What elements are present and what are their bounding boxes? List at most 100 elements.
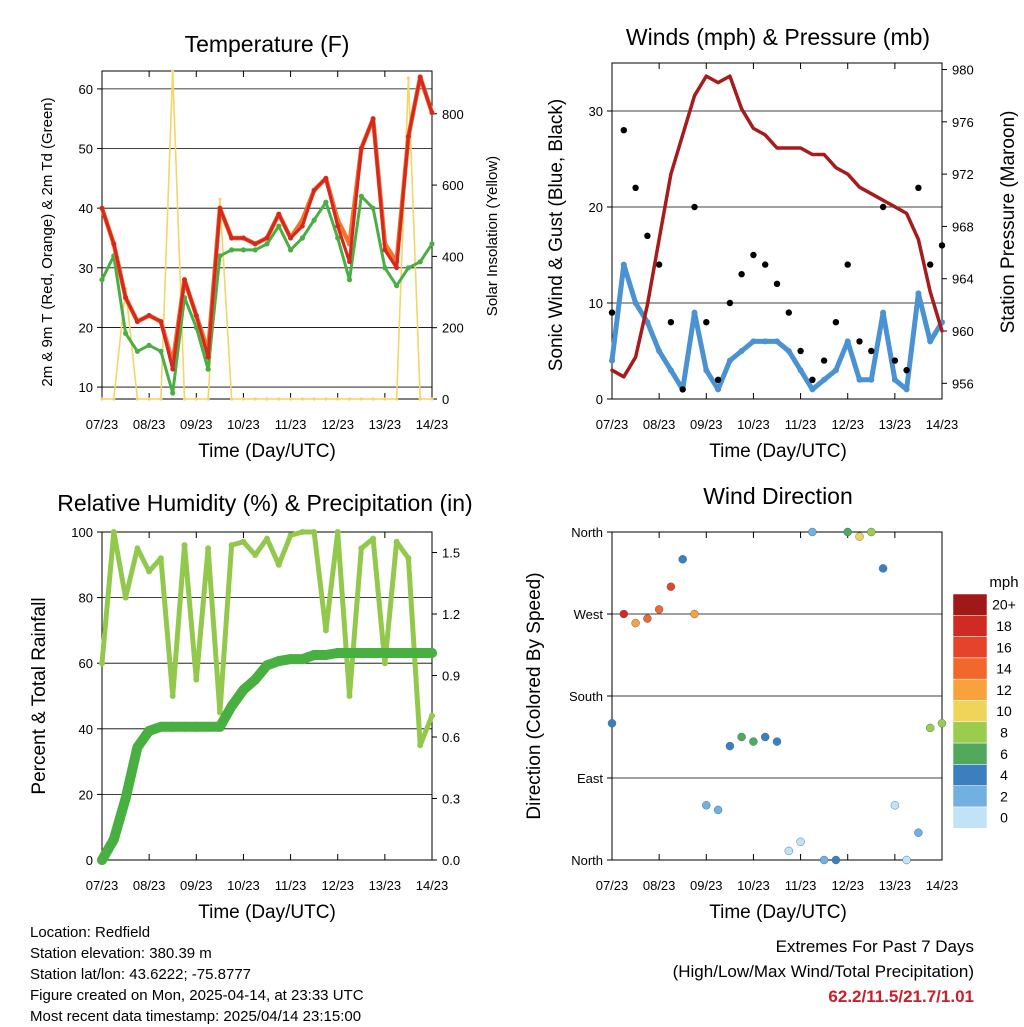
legend-swatch bbox=[952, 700, 988, 723]
legend-swatch bbox=[952, 806, 988, 829]
gust-point bbox=[927, 261, 934, 268]
dewpoint-2m-point bbox=[146, 342, 152, 348]
humidity-y-tick-label: 40 bbox=[79, 722, 93, 737]
wind-direction-point bbox=[643, 614, 652, 623]
relative-humidity-point bbox=[370, 535, 377, 542]
temperature-2m-point bbox=[182, 277, 187, 283]
temperature-2m-point bbox=[394, 265, 399, 271]
relative-humidity-point bbox=[240, 538, 247, 545]
total-precipitation-point bbox=[391, 648, 402, 658]
solar-insolation-point bbox=[218, 197, 222, 201]
winds-x-tick-label: 08/23 bbox=[643, 417, 676, 432]
sonic-wind-point bbox=[644, 319, 651, 326]
sonic-wind-point bbox=[844, 338, 851, 345]
total-precipitation-point bbox=[427, 648, 437, 658]
legend-swatch bbox=[952, 764, 988, 786]
direction-y-tick-label: North bbox=[571, 853, 603, 868]
temperature-2m-point bbox=[406, 134, 411, 140]
dewpoint-2m-point bbox=[240, 247, 246, 253]
solar-insolation-point bbox=[418, 397, 422, 401]
temperature-2m-point bbox=[417, 74, 423, 80]
sonic-wind-point bbox=[880, 309, 887, 316]
legend-swatch bbox=[952, 636, 988, 659]
relative-humidity-point bbox=[181, 542, 188, 549]
station-location: Location: Redfield bbox=[30, 924, 151, 941]
temperature-2m-point bbox=[335, 223, 341, 229]
winds-y2-tick-label: 960 bbox=[952, 324, 974, 339]
relative-humidity-point bbox=[346, 693, 353, 699]
relative-humidity-point bbox=[122, 594, 129, 601]
relative-humidity-point bbox=[311, 529, 318, 535]
humidity-y2-tick-label: 0.0 bbox=[442, 853, 460, 868]
temperature-right-axis-label: Solar Insolation (Yellow) bbox=[484, 156, 501, 316]
solar-insolation-point bbox=[371, 397, 375, 401]
solar-insolation-point bbox=[359, 397, 363, 401]
sonic-wind-point bbox=[691, 309, 698, 316]
solar-insolation-point bbox=[430, 397, 434, 401]
temperature-2m-point bbox=[217, 205, 223, 211]
winds-x-tick-label: 07/23 bbox=[596, 417, 629, 432]
winds-right-axis-label: Station Pressure (Maroon) bbox=[998, 111, 1019, 334]
total-precipitation-point bbox=[155, 721, 166, 732]
humidity-x-axis-label: Time (Day/UTC) bbox=[198, 902, 336, 923]
winds-left-axis-label: Sonic Wind & Gust (Blue, Black) bbox=[546, 99, 567, 371]
direction-y-tick-label: South bbox=[569, 689, 603, 704]
winds-y-tick-label: 20 bbox=[589, 200, 603, 215]
humidity-title: Relative Humidity (%) & Precipitation (i… bbox=[57, 490, 472, 516]
wind-direction-point bbox=[796, 837, 805, 846]
gust-point bbox=[762, 261, 769, 268]
wind-direction-point bbox=[654, 605, 664, 614]
wind-direction-point bbox=[678, 555, 687, 564]
solar-insolation-point bbox=[112, 397, 116, 401]
total-precipitation-point bbox=[379, 648, 390, 658]
temperature-x-tick-label: 12/23 bbox=[321, 417, 354, 432]
sonic-wind-point bbox=[750, 338, 757, 345]
direction-left-axis-label: Direction (Colored By Speed) bbox=[524, 572, 545, 819]
gust-point bbox=[773, 280, 781, 287]
wind-direction-point bbox=[772, 737, 782, 746]
wind-direction-point bbox=[926, 723, 935, 733]
dewpoint-2m-point bbox=[205, 366, 211, 372]
temperature-2m-point bbox=[146, 313, 152, 318]
winds-y2-tick-label: 968 bbox=[952, 219, 974, 234]
dewpoint-2m-point bbox=[405, 265, 411, 271]
wind-direction-point bbox=[619, 609, 628, 619]
legend-label: 0 bbox=[1000, 810, 1008, 826]
sonic-wind-point bbox=[632, 300, 639, 306]
total-precipitation-point bbox=[403, 648, 414, 658]
sonic-wind-point bbox=[903, 386, 910, 393]
speed-legend-title: mph bbox=[989, 574, 1018, 591]
temperature-y2-tick-label: 400 bbox=[442, 249, 464, 264]
temperature-2m-point bbox=[193, 313, 199, 318]
total-precipitation-point bbox=[179, 721, 190, 732]
relative-humidity-point bbox=[228, 542, 235, 549]
winds-y2-tick-label: 976 bbox=[952, 115, 974, 130]
dewpoint-2m-point bbox=[335, 235, 341, 241]
solar-insolation-point bbox=[171, 69, 175, 73]
sonic-wind-point bbox=[774, 338, 780, 345]
legend-label: 8 bbox=[1000, 724, 1008, 740]
relative-humidity-point bbox=[334, 529, 341, 535]
relative-humidity-point bbox=[169, 693, 176, 699]
humidity-plot-area: 07/23 08/23 09/23 10/23 11/23 12/23 13/23 14/23… bbox=[71, 525, 460, 893]
temperature-2m-point bbox=[123, 295, 128, 300]
temperature-y-tick-label: 40 bbox=[79, 201, 93, 216]
sonic-wind-point bbox=[797, 367, 804, 374]
wind-direction-point bbox=[607, 719, 617, 728]
solar-insolation-point bbox=[336, 397, 340, 401]
winds-x-axis-label: Time (Day/UTC) bbox=[709, 441, 847, 462]
figure-created: Figure created on Mon, 2025-04-14, at 23… bbox=[30, 987, 364, 1004]
solar-insolation-point bbox=[182, 397, 187, 401]
temperature-x-tick-label: 13/23 bbox=[369, 417, 402, 432]
solar-insolation-point bbox=[277, 397, 281, 401]
temperature-x-axis-label: Time (Day/UTC) bbox=[198, 441, 336, 462]
gust-point bbox=[868, 347, 875, 355]
dewpoint-2m-point bbox=[358, 193, 364, 199]
dewpoint-2m-point bbox=[123, 330, 129, 336]
dewpoint-2m-point bbox=[394, 283, 400, 289]
temperature-2m-point bbox=[323, 175, 329, 181]
temperature-y2-tick-label: 800 bbox=[442, 107, 464, 122]
legend-label: 4 bbox=[1000, 767, 1008, 783]
sonic-wind-point bbox=[726, 357, 733, 364]
wind-direction-point bbox=[819, 855, 829, 865]
